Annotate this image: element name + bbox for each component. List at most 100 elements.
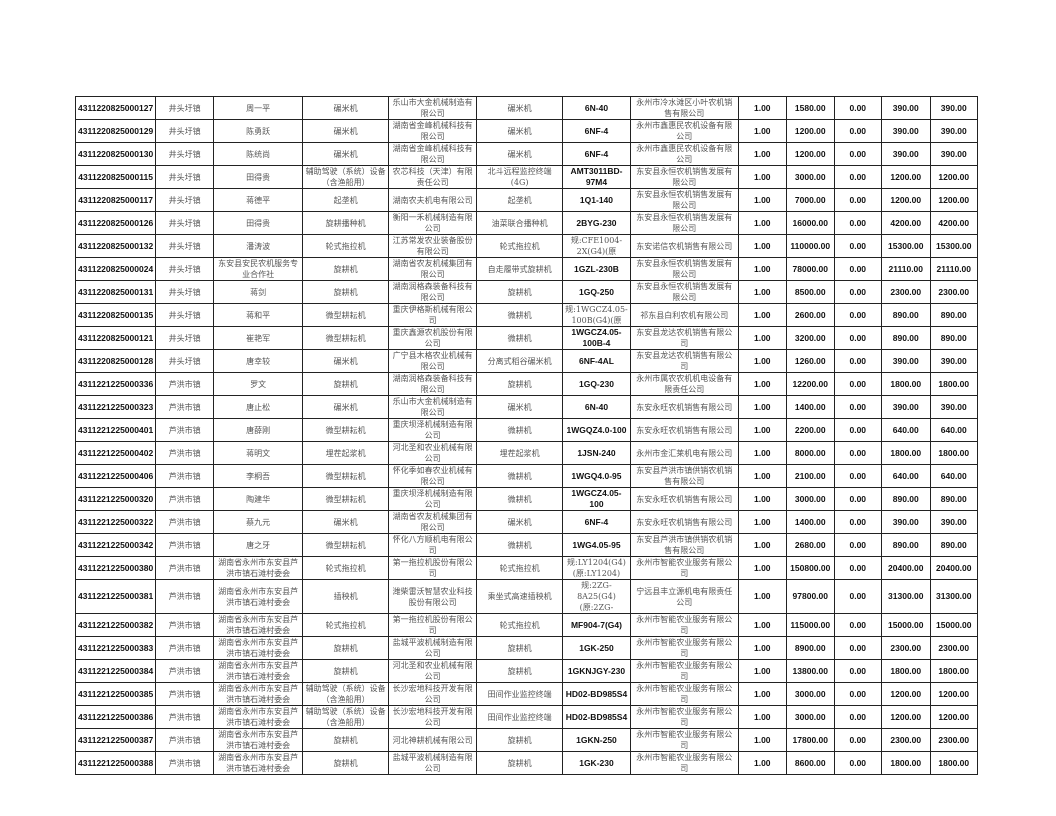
model-cell: 6N-40 <box>562 395 631 419</box>
quantity-cell: 1.00 <box>737 510 787 534</box>
record-id-cell: 4311220825000129 <box>74 119 157 143</box>
dealer-cell: 东安永旺农机销售有限公司 <box>629 395 739 419</box>
other-subsidy-cell: 0.00 <box>833 234 882 258</box>
buyer-cell: 湖南省永州市东安县芦洪市镇石滩村委会 <box>213 636 304 660</box>
dealer-cell: 宁远县丰立源机电有限责任公司 <box>629 579 739 614</box>
town-cell: 芦洪市镇 <box>155 441 215 465</box>
manufacturer-cell: 长沙宏地科技开发有限公司 <box>388 705 478 729</box>
table-row: 4311221225000385 芦洪市镇 湖南省永州市东安县芦洪市镇石滩村委会 辅助… <box>74 682 978 706</box>
buyer-cell: 蒋明文 <box>213 441 304 465</box>
table-row: 4311221225000406 芦洪市镇 李桐吾 微型耕耘机 怀化季如春农业机械有限公… <box>74 464 978 488</box>
central-subsidy-cell: 4200.00 <box>880 211 931 235</box>
model-cell: 6NF-4 <box>562 119 631 143</box>
other-subsidy-cell: 0.00 <box>833 705 882 729</box>
central-subsidy-cell: 640.00 <box>880 418 931 442</box>
town-cell: 芦洪市镇 <box>155 533 215 557</box>
machine-category-cell: 碾米机 <box>302 142 390 166</box>
central-subsidy-cell: 1200.00 <box>880 705 931 729</box>
sale-price-cell: 17800.00 <box>785 728 835 752</box>
total-subsidy-cell: 2300.00 <box>929 728 978 752</box>
table-row: 4311220825000126 井头圩镇 田得贵 旋耕播种机 衡阳一禾机械制造有限公司… <box>74 211 978 235</box>
model-cell: 1WG4.05-95 <box>562 533 631 557</box>
quantity-cell: 1.00 <box>737 119 787 143</box>
central-subsidy-cell: 1800.00 <box>880 372 931 396</box>
machine-category-cell: 微型耕耘机 <box>302 326 390 350</box>
model-cell: 6NF-4AL <box>562 349 631 373</box>
product-name-cell: 微耕机 <box>476 326 564 350</box>
central-subsidy-cell: 390.00 <box>880 119 931 143</box>
other-subsidy-cell: 0.00 <box>833 188 882 212</box>
sale-price-cell: 2200.00 <box>785 418 835 442</box>
total-subsidy-cell: 390.00 <box>929 119 978 143</box>
buyer-cell: 李桐吾 <box>213 464 304 488</box>
total-subsidy-cell: 890.00 <box>929 303 978 327</box>
dealer-cell: 永州市属农农机机电设备有限责任公司 <box>629 372 739 396</box>
central-subsidy-cell: 1800.00 <box>880 751 931 775</box>
buyer-cell: 蒋德平 <box>213 188 304 212</box>
buyer-cell: 田得贵 <box>213 165 304 189</box>
manufacturer-cell: 湖南省农友机械集团有限公司 <box>388 510 478 534</box>
town-cell: 芦洪市镇 <box>155 556 215 580</box>
manufacturer-cell: 河北圣和农业机械有限公司 <box>388 441 478 465</box>
other-subsidy-cell: 0.00 <box>833 119 882 143</box>
product-name-cell: 旋耕机 <box>476 280 564 304</box>
model-cell: 1WGQZ4.0-100 <box>562 418 631 442</box>
other-subsidy-cell: 0.00 <box>833 349 882 373</box>
dealer-cell: 永州市冷水滩区小叶农机销售有限公司 <box>629 96 739 120</box>
buyer-cell: 湖南省永州市东安县芦洪市镇石滩村委会 <box>213 682 304 706</box>
product-name-cell: 微耕机 <box>476 533 564 557</box>
table-row: 4311221225000382 芦洪市镇 湖南省永州市东安县芦洪市镇石滩村委会 轮式… <box>74 613 978 637</box>
machine-category-cell: 轮式拖拉机 <box>302 613 390 637</box>
total-subsidy-cell: 390.00 <box>929 510 978 534</box>
buyer-cell: 陈统尚 <box>213 142 304 166</box>
table-row: 4311220825000129 井头圩镇 陈勇跃 碾米机 湖南省金峰机械科技有限公司碾… <box>74 119 978 143</box>
table-row: 4311220825000127 井头圩镇 周一平 碾米机 乐山市大金机械制造有限公司碾… <box>74 96 978 120</box>
machine-category-cell: 旋耕机 <box>302 280 390 304</box>
sale-price-cell: 3000.00 <box>785 705 835 729</box>
sale-price-cell: 110000.00 <box>785 234 835 258</box>
total-subsidy-cell: 390.00 <box>929 395 978 419</box>
dealer-cell: 东安县永恒农机销售发展有限公司 <box>629 165 739 189</box>
quantity-cell: 1.00 <box>737 682 787 706</box>
record-id-cell: 4311221225000384 <box>74 659 157 683</box>
other-subsidy-cell: 0.00 <box>833 372 882 396</box>
table-row: 4311220825000132 井头圩镇 潘涛波 轮式拖拉机 江苏常发农业装备股份有限… <box>74 234 978 258</box>
sale-price-cell: 8000.00 <box>785 441 835 465</box>
sale-price-cell: 8500.00 <box>785 280 835 304</box>
town-cell: 芦洪市镇 <box>155 613 215 637</box>
town-cell: 井头圩镇 <box>155 188 215 212</box>
record-id-cell: 4311221225000381 <box>74 579 157 614</box>
central-subsidy-cell: 2300.00 <box>880 280 931 304</box>
table-row: 4311220825000117 井头圩镇 蒋德平 起垄机 湖南农夫机电有限公司 起垄机 1… <box>74 188 978 212</box>
buyer-cell: 湖南省永州市东安县芦洪市镇石滩村委会 <box>213 705 304 729</box>
sale-price-cell: 115000.00 <box>785 613 835 637</box>
record-id-cell: 4311221225000383 <box>74 636 157 660</box>
product-name-cell: 乘坐式高速插秧机 <box>476 579 564 614</box>
table-row: 4311221225000320 芦洪市镇 陶建华 微型耕耘机 重庆坝泽机械制造有限公司… <box>74 487 978 511</box>
product-name-cell: 碾米机 <box>476 395 564 419</box>
dealer-cell: 永州市鑫惠民农机设备有限公司 <box>629 119 739 143</box>
central-subsidy-cell: 1800.00 <box>880 441 931 465</box>
town-cell: 芦洪市镇 <box>155 464 215 488</box>
manufacturer-cell: 乐山市大金机械制造有限公司 <box>388 395 478 419</box>
product-name-cell: 碾米机 <box>476 142 564 166</box>
product-name-cell: 旋耕机 <box>476 372 564 396</box>
quantity-cell: 1.00 <box>737 464 787 488</box>
model-cell: 1GK-230 <box>562 751 631 775</box>
product-name-cell: 田间作业监控终端 <box>476 682 564 706</box>
manufacturer-cell: 盐城平波机械制造有限公司 <box>388 751 478 775</box>
buyer-cell: 唐薛刚 <box>213 418 304 442</box>
product-name-cell: 田间作业监控终端 <box>476 705 564 729</box>
subsidy-table: 4311220825000127 井头圩镇 周一平 碾米机 乐山市大金机械制造有限公司碾… <box>74 96 978 775</box>
sale-price-cell: 2600.00 <box>785 303 835 327</box>
quantity-cell: 1.00 <box>737 211 787 235</box>
model-cell: 1JSN-240 <box>562 441 631 465</box>
town-cell: 芦洪市镇 <box>155 487 215 511</box>
total-subsidy-cell: 640.00 <box>929 464 978 488</box>
town-cell: 井头圩镇 <box>155 119 215 143</box>
total-subsidy-cell: 31300.00 <box>929 579 978 614</box>
other-subsidy-cell: 0.00 <box>833 96 882 120</box>
record-id-cell: 4311221225000402 <box>74 441 157 465</box>
dealer-cell: 永州市金汇莱机电有限公司 <box>629 441 739 465</box>
manufacturer-cell: 湖南润格森装备科技有限公司 <box>388 372 478 396</box>
